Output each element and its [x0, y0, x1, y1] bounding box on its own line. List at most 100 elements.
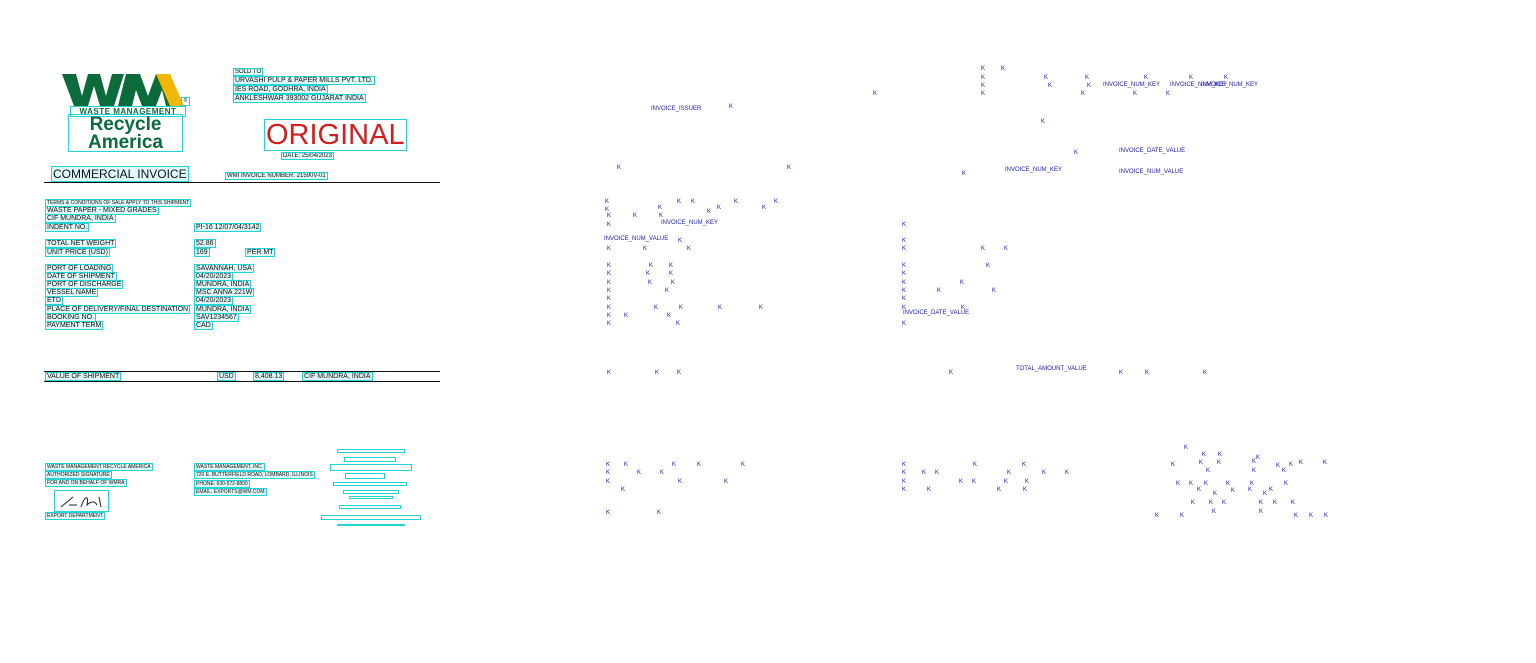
k-marker: K [607, 246, 612, 252]
k-marker: K [677, 199, 682, 205]
k-marker: K [734, 199, 739, 205]
detail-row: PORT OF LOADING [44, 264, 114, 273]
k-marker: K [992, 288, 997, 294]
k-marker: K [607, 321, 612, 327]
k-marker: K [707, 209, 712, 215]
k-marker: K [1048, 83, 1053, 89]
footer-right-box [343, 490, 399, 494]
k-marker: K [762, 205, 767, 211]
k-marker: K [606, 470, 611, 476]
footer-right-box [337, 524, 405, 526]
k-marker: K [624, 313, 629, 319]
label-total-amount-value: TOTAL_AMOUNT_VALUE [1016, 366, 1087, 372]
k-marker: K [654, 305, 659, 311]
k-marker: K [729, 104, 734, 110]
k-marker: K [1166, 91, 1171, 97]
k-marker: K [655, 370, 660, 376]
k-marker: K [1212, 509, 1217, 515]
footer-right-box [333, 482, 407, 486]
k-marker: K [677, 370, 682, 376]
k-marker: K [676, 321, 681, 327]
detail-value: 04/20/2023 [193, 272, 234, 281]
detail-row: BOOKING NO. [44, 313, 97, 322]
k-marker: K [660, 470, 665, 476]
detail-value: MUNDRA, INDIA [193, 305, 252, 314]
k-marker: K [607, 213, 612, 219]
label-invoice-issuer: INVOICE_ISSUER [651, 106, 702, 112]
k-marker: K [973, 462, 978, 468]
k-marker: K [678, 479, 683, 485]
original-stamp: ORIGINAL [264, 119, 407, 151]
k-marker: K [665, 288, 670, 294]
k-marker: K [1289, 462, 1294, 468]
k-marker: K [1189, 75, 1194, 81]
k-marker: K [1001, 66, 1006, 72]
footer-right-box [344, 457, 396, 462]
k-marker: K [960, 280, 965, 286]
k-marker: K [1276, 463, 1281, 469]
k-marker: K [1145, 370, 1150, 376]
k-marker: K [902, 246, 907, 252]
detail-value: SAV1234567 [194, 313, 239, 322]
k-marker: K [1191, 500, 1196, 506]
footer-mid-2: 720 E. BUTTERFIELD ROAD, LOMBARD, ILLINO… [194, 471, 315, 479]
k-marker: K [607, 271, 612, 277]
value-amount: 8,408.13 [252, 372, 285, 381]
k-marker: K [679, 305, 684, 311]
k-marker: K [959, 479, 964, 485]
k-marker: K [922, 470, 927, 476]
k-marker: K [1007, 470, 1012, 476]
details-line-1: WASTE PAPER - MIXED GRADES [45, 206, 159, 215]
k-marker: K [724, 479, 729, 485]
detail-row: PLACE OF DELIVERY/FINAL DESTINATION [44, 305, 191, 314]
k-marker: K [1248, 487, 1253, 493]
k-marker: K [1231, 488, 1236, 494]
k-marker: K [1224, 75, 1229, 81]
k-marker: K [1144, 75, 1149, 81]
issuer-address-1: IES ROAD, GODHRA, INDIA [233, 85, 328, 94]
indent-value: PI-16 12/07/04/3142 [193, 223, 262, 232]
k-marker: K [1259, 500, 1264, 506]
label-invoice-date-value: INVOICE_DATE_VALUE [1119, 148, 1186, 154]
logo-tagline: WASTE MANAGEMENT [70, 106, 186, 117]
k-marker: K [669, 271, 674, 277]
k-marker: K [646, 271, 651, 277]
k-marker: K [637, 470, 642, 476]
k-marker: K [1025, 479, 1030, 485]
issuer-address-2: ANKLESHWAR 393002 GUJARAT INDIA [233, 94, 366, 103]
k-marker: K [1269, 487, 1274, 493]
k-marker: K [1299, 460, 1304, 466]
k-marker: K [607, 288, 612, 294]
k-marker: K [986, 263, 991, 269]
detail-value: CAD [194, 321, 213, 330]
detail-row: PAYMENT TERM [44, 321, 104, 330]
k-marker: K [648, 280, 653, 286]
k-marker: K [607, 305, 612, 311]
k-marker: K [1074, 150, 1079, 156]
detail-row: VESSEL NAME [44, 288, 99, 297]
k-marker: K [902, 479, 907, 485]
k-marker: K [997, 487, 1002, 493]
detail-value: 04/20/2023 [193, 296, 234, 305]
footer-mid-1: WASTE MANAGEMENT, INC. [193, 463, 266, 471]
k-marker: K [1199, 460, 1204, 466]
k-marker: K [1259, 509, 1264, 515]
footer-right-box [330, 464, 412, 471]
k-marker: K [607, 222, 612, 228]
signature-box [54, 490, 109, 512]
unit-price-key: UNIT PRICE (USD) [45, 248, 110, 257]
k-marker: K [902, 271, 907, 277]
label-invoice-num-value: INVOICE_NUM_VALUE [1119, 169, 1184, 175]
k-marker: K [1324, 513, 1329, 519]
k-marker: K [962, 171, 967, 177]
k-marker: K [605, 199, 610, 205]
detail-value: SAVANNAH, USA [194, 264, 254, 273]
footer-right-box [321, 515, 421, 520]
k-marker: K [1323, 460, 1328, 466]
k-marker: K [1206, 468, 1211, 474]
k-marker: K [902, 280, 907, 286]
k-marker: K [1041, 119, 1046, 125]
k-marker: K [717, 205, 722, 211]
k-marker: K [981, 246, 986, 252]
footer-right-box [349, 496, 393, 499]
